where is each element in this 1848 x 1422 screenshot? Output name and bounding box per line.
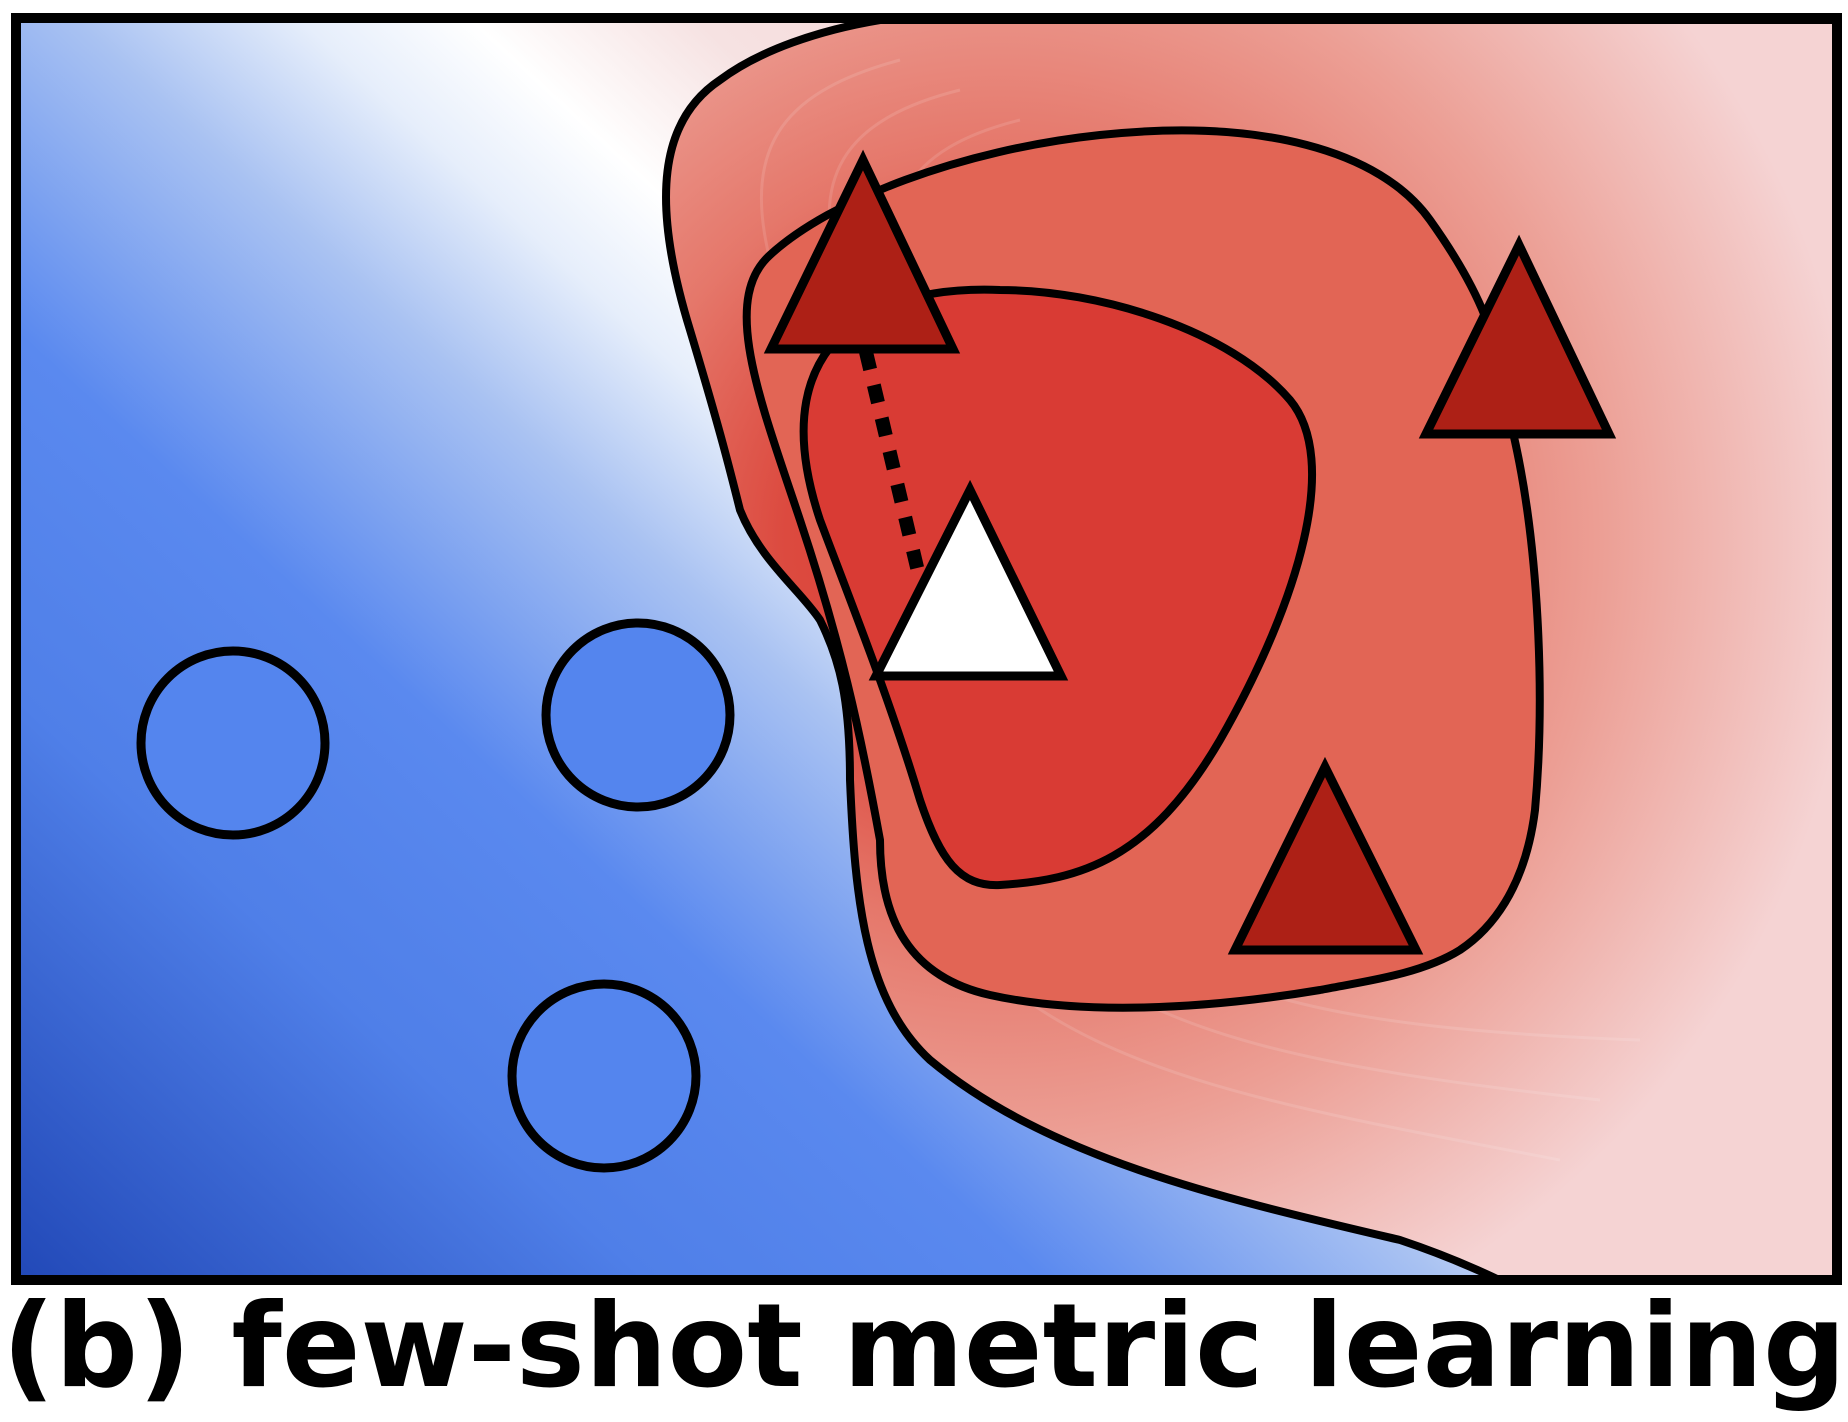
query-triangle (868, 479, 1069, 681)
support-triangle-3 (1227, 756, 1424, 955)
positive-class-region-core (799, 285, 1317, 890)
support-triangle-2 (1418, 234, 1617, 439)
support-circle-1 (136, 646, 330, 840)
figure-caption: (b) few-shot metric learning (1, 1279, 1847, 1414)
support-circle-3 (507, 979, 701, 1173)
support-circle-2 (541, 618, 735, 812)
embedding-space-frame (11, 13, 1842, 1285)
query-distance-line (859, 350, 927, 582)
support-triangle-1 (763, 149, 961, 354)
few-shot-metric-learning-diagram (11, 13, 1842, 1285)
